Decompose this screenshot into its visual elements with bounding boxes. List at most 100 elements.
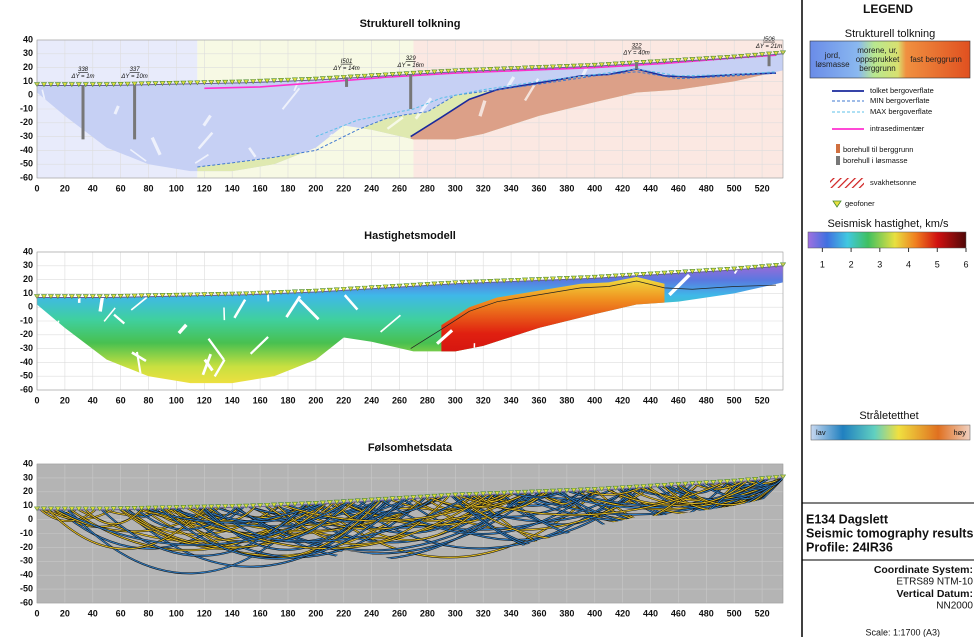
x-tick-label: 400 (587, 183, 602, 193)
borehole-label: ΔY = 21m (755, 44, 782, 50)
x-tick-label: 300 (448, 395, 463, 405)
colorbar-tick-label: 2 (849, 259, 854, 269)
x-tick-label: 360 (531, 608, 546, 618)
legend-section-title: Strukturell tolkning (845, 28, 936, 40)
x-tick-label: 420 (615, 395, 630, 405)
legend-swatch (836, 156, 840, 165)
x-tick-label: 420 (615, 608, 630, 618)
x-tick-label: 220 (336, 608, 351, 618)
x-tick-label: 100 (169, 395, 184, 405)
borehole-label: ΔY = 40m (622, 51, 649, 57)
x-tick-label: 420 (615, 183, 630, 193)
x-tick-label: 180 (280, 608, 295, 618)
x-tick-label: 300 (448, 608, 463, 618)
colorbar (811, 425, 970, 440)
x-tick-label: 460 (671, 608, 686, 618)
datum: NN2000 (936, 601, 973, 612)
profile: Profile: 24IR36 (806, 540, 893, 554)
unit-label: jord, løsmasse (810, 41, 855, 78)
x-tick-label: 480 (699, 183, 714, 193)
x-tick-label: 120 (197, 608, 212, 618)
borehole-label: ΔY = 10m (120, 74, 147, 80)
borehole-name: 322 (632, 44, 643, 50)
x-tick-label: 220 (336, 395, 351, 405)
x-tick-label: 40 (88, 608, 98, 618)
colorbar-tick-label: 1 (820, 259, 825, 269)
x-tick-label: 500 (727, 183, 742, 193)
x-tick-label: 60 (116, 395, 126, 405)
borehole (133, 86, 136, 140)
y-tick-label: 20 (23, 62, 33, 72)
borehole-name: 329 (406, 56, 417, 62)
y-tick-label: -10 (20, 315, 33, 325)
x-tick-label: 20 (60, 608, 70, 618)
x-tick-label: 460 (671, 395, 686, 405)
x-tick-label: 0 (34, 608, 39, 618)
x-tick-label: 140 (225, 608, 240, 618)
y-tick-label: 0 (28, 514, 33, 524)
y-tick-label: -40 (20, 357, 33, 367)
y-tick-label: -30 (20, 343, 33, 353)
x-tick-label: 140 (225, 183, 240, 193)
x-tick-label: 40 (88, 183, 98, 193)
colorbar (808, 232, 966, 248)
x-tick-label: 320 (476, 608, 491, 618)
x-tick-label: 440 (643, 608, 658, 618)
x-tick-label: 160 (253, 608, 268, 618)
legend-swatch (830, 178, 864, 188)
borehole (345, 77, 348, 87)
colorbar-label: lav (816, 428, 826, 437)
y-tick-label: 20 (23, 274, 33, 284)
x-tick-label: 440 (643, 183, 658, 193)
legend-label: MAX bergoverflate (870, 107, 932, 116)
y-tick-label: 40 (23, 246, 33, 256)
x-tick-label: 180 (280, 395, 295, 405)
x-tick-label: 180 (280, 183, 295, 193)
x-tick-label: 260 (392, 183, 407, 193)
datum-label: Vertical Datum: (897, 588, 973, 600)
panel-title: Strukturell tolkning (360, 18, 461, 30)
x-tick-label: 400 (587, 395, 602, 405)
unit-label: fast berggrunn (906, 41, 966, 78)
x-tick-label: 80 (144, 183, 154, 193)
x-tick-label: 380 (559, 608, 574, 618)
colorbar-tick-label: 4 (906, 259, 911, 269)
x-tick-label: 400 (587, 608, 602, 618)
x-tick-label: 120 (197, 395, 212, 405)
x-tick-label: 80 (144, 608, 154, 618)
y-tick-label: -60 (20, 384, 33, 394)
y-tick-label: -20 (20, 329, 33, 339)
project-title: E134 Dagslett (806, 512, 889, 526)
borehole-name: 338 (78, 67, 89, 73)
x-tick-label: 300 (448, 183, 463, 193)
y-tick-label: -40 (20, 570, 33, 580)
x-tick-label: 100 (169, 183, 184, 193)
x-tick-label: 460 (671, 183, 686, 193)
x-tick-label: 80 (144, 395, 154, 405)
colorbar-tick-label: 3 (877, 259, 882, 269)
y-tick-label: 0 (28, 90, 33, 100)
y-tick-label: -10 (20, 528, 33, 538)
borehole-name: 337 (130, 67, 141, 73)
x-tick-label: 480 (699, 608, 714, 618)
x-tick-label: 240 (364, 183, 379, 193)
crs-label: Coordinate System: (874, 564, 973, 576)
panel-title: Hastighetsmodell (364, 230, 456, 242)
y-tick-label: -50 (20, 371, 33, 381)
x-tick-label: 160 (253, 183, 268, 193)
y-tick-label: -20 (20, 117, 33, 127)
x-tick-label: 200 (308, 395, 323, 405)
x-tick-label: 0 (34, 395, 39, 405)
legend-label: MIN bergoverflate (870, 96, 930, 105)
x-tick-label: 280 (420, 395, 435, 405)
x-tick-label: 440 (643, 395, 658, 405)
y-tick-label: 30 (23, 48, 33, 58)
y-tick-label: -20 (20, 542, 33, 552)
x-tick-label: 20 (60, 395, 70, 405)
x-tick-label: 280 (420, 183, 435, 193)
x-tick-label: 340 (504, 183, 519, 193)
legend-label: borehull i løsmasse (843, 156, 908, 165)
